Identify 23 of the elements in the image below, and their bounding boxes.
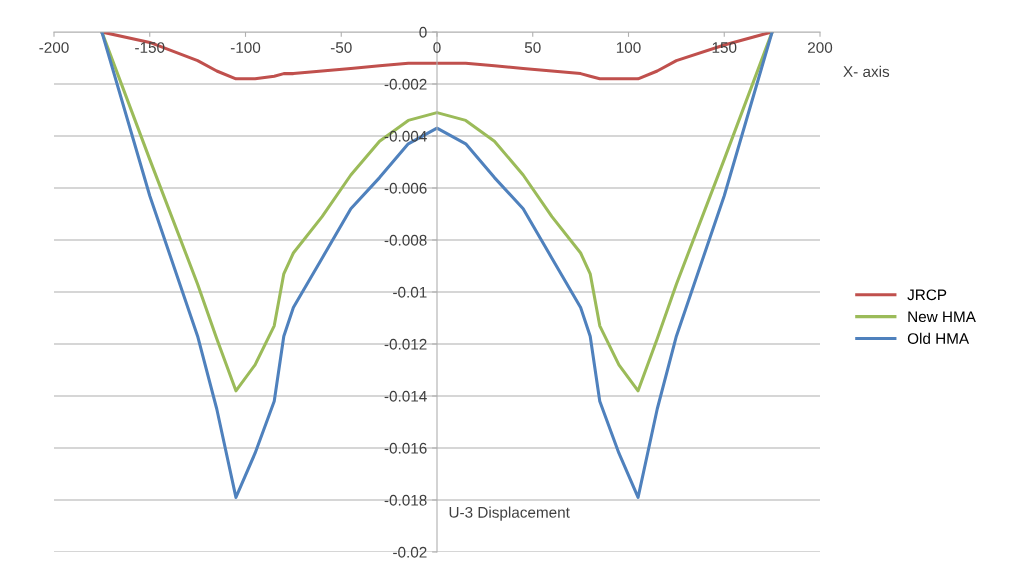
x-tick-label: -100 — [230, 42, 261, 53]
y-tick-label: -0.01 — [393, 286, 427, 298]
x-tick-label: -150 — [135, 42, 165, 53]
legend-label: JRCP — [907, 289, 947, 301]
y-tick-label: -0.012 — [384, 338, 427, 350]
y-tick-label: -0.014 — [384, 390, 427, 402]
y-tick-label: -0.006 — [384, 182, 427, 194]
x-tick-label: 0 — [433, 42, 441, 53]
x-tick-label: 50 — [524, 42, 541, 53]
x-tick-label: 200 — [808, 42, 833, 53]
legend-label: New HMA — [908, 311, 976, 323]
y-tick-label: -0.02 — [393, 546, 427, 558]
x-tick-label: -200 — [39, 42, 69, 53]
y-tick-label: -0.018 — [384, 494, 427, 506]
x-axis-title: X- axis — [843, 65, 890, 78]
y-tick-label: 0 — [419, 26, 427, 38]
x-tick-label: -50 — [330, 42, 352, 53]
x-tick-label: 100 — [616, 42, 641, 53]
legend-label: Old HMA — [907, 332, 970, 344]
y-tick-label: -0.016 — [384, 442, 427, 454]
y-tick-label: -0.002 — [384, 78, 427, 90]
y-axis-title: U-3 Displacement — [449, 506, 570, 521]
y-tick-label: -0.008 — [384, 234, 427, 246]
